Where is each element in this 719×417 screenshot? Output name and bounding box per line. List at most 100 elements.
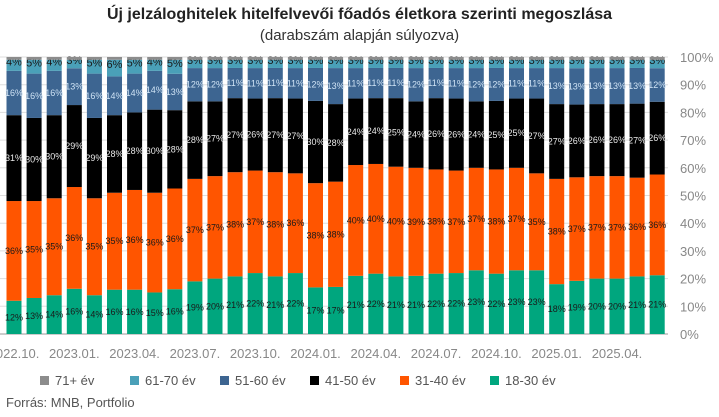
bar-segment	[46, 59, 62, 71]
bar-segment	[448, 98, 464, 171]
legend-item: 51-60 év	[220, 373, 310, 388]
data-label: 13%	[608, 81, 626, 91]
data-label: 38%	[548, 227, 566, 237]
bar-segment	[529, 173, 545, 271]
data-label: 40%	[347, 215, 365, 225]
data-label: 12%	[487, 79, 505, 89]
data-label: 27%	[206, 134, 224, 144]
bar-segment	[408, 68, 424, 102]
bar-segment	[569, 68, 585, 105]
bar-segment	[187, 68, 203, 102]
bar-segment	[428, 98, 444, 170]
bar-segment	[428, 273, 444, 334]
x-tick-label: 2025.01.	[531, 346, 582, 361]
legend-item: 31-40 év	[400, 373, 490, 388]
data-label: 19%	[568, 302, 586, 312]
data-label: 3%	[529, 55, 545, 67]
bar-segment	[127, 59, 143, 74]
bar-segment	[589, 176, 605, 279]
data-label: 37%	[186, 225, 204, 235]
bar-segment	[66, 68, 82, 106]
data-label: 36%	[5, 246, 23, 256]
bar-segment	[428, 57, 444, 60]
data-label: 28%	[186, 135, 204, 145]
bar-segment	[46, 70, 62, 116]
bar-segment	[488, 57, 504, 60]
bar-segment	[247, 273, 263, 334]
y-tick-label: 100%	[680, 50, 714, 65]
bar-segment	[107, 115, 122, 193]
bar-segment	[589, 59, 605, 69]
data-label: 16%	[166, 307, 184, 317]
y-tick-label: 50%	[680, 189, 706, 204]
bar-segment	[147, 292, 163, 334]
bar-segment	[26, 297, 42, 334]
bar-segment	[408, 59, 424, 69]
bar-segment	[549, 68, 565, 105]
data-label: 16%	[25, 91, 43, 101]
legend-swatch	[130, 376, 139, 385]
bar-segment	[328, 104, 344, 182]
y-tick-label: 90%	[680, 78, 706, 93]
data-label: 37%	[588, 222, 606, 232]
data-label: 27%	[266, 130, 284, 140]
y-tick-label: 0%	[680, 327, 699, 342]
bar-segment	[227, 57, 243, 60]
bar-segment	[207, 68, 223, 102]
data-label: 28%	[105, 149, 123, 159]
bar-segment	[6, 300, 22, 334]
bar-segment	[86, 73, 102, 118]
bar-segment	[549, 178, 565, 285]
bar-segment	[187, 101, 203, 179]
bar-segment	[147, 59, 163, 71]
bar-segment	[86, 198, 102, 296]
data-label: 30%	[146, 146, 164, 156]
data-label: 27%	[286, 131, 304, 141]
y-tick-label: 60%	[680, 161, 706, 176]
bar-segment	[127, 57, 143, 60]
data-label: 5%	[26, 58, 42, 70]
data-label: 5%	[127, 58, 143, 70]
data-label: 21%	[347, 300, 365, 310]
bar-segment	[529, 98, 545, 174]
bar-segment	[549, 57, 565, 60]
data-label: 35%	[85, 242, 103, 252]
data-label: 3%	[549, 55, 565, 67]
bar-segment	[448, 170, 464, 274]
bar-segment	[368, 67, 384, 99]
data-label: 36%	[65, 233, 83, 243]
bar-segment	[26, 201, 42, 298]
bar-segment	[368, 273, 384, 334]
bar-segment	[86, 295, 102, 334]
data-label: 37%	[447, 217, 465, 227]
bar-segment	[86, 117, 102, 199]
data-label: 3%	[308, 55, 324, 67]
data-label: 11%	[367, 78, 384, 88]
data-label: 38%	[487, 217, 505, 227]
data-label: 25%	[507, 128, 525, 138]
bar-segment	[6, 115, 22, 202]
bar-segment	[107, 57, 122, 60]
bar-segment	[66, 57, 82, 60]
legend-label: 31-40 év	[415, 373, 466, 388]
chart-subtitle: (darabszám alapján súlyozva)	[259, 27, 460, 44]
bar-segment	[448, 68, 464, 99]
bar-segment	[6, 70, 22, 116]
y-tick-label: 70%	[680, 133, 706, 148]
bar-segment	[287, 98, 303, 174]
x-tick-label: 2022.10.	[0, 346, 39, 361]
bar-segment	[227, 98, 243, 173]
bar-segment	[187, 178, 203, 282]
bar-segment	[6, 201, 22, 301]
data-label: 3%	[368, 55, 384, 67]
data-label: 23%	[528, 297, 546, 307]
bar-segment	[6, 59, 22, 71]
data-label: 3%	[227, 55, 243, 67]
bar-segment	[609, 104, 625, 177]
bar-segment	[629, 57, 645, 60]
bar-segment	[167, 110, 183, 189]
legend-item: 61-70 év	[130, 373, 220, 388]
data-label: 38%	[266, 219, 284, 229]
data-label: 3%	[569, 55, 585, 67]
source-note: Forrás: MNB, Portfolio	[6, 395, 135, 410]
